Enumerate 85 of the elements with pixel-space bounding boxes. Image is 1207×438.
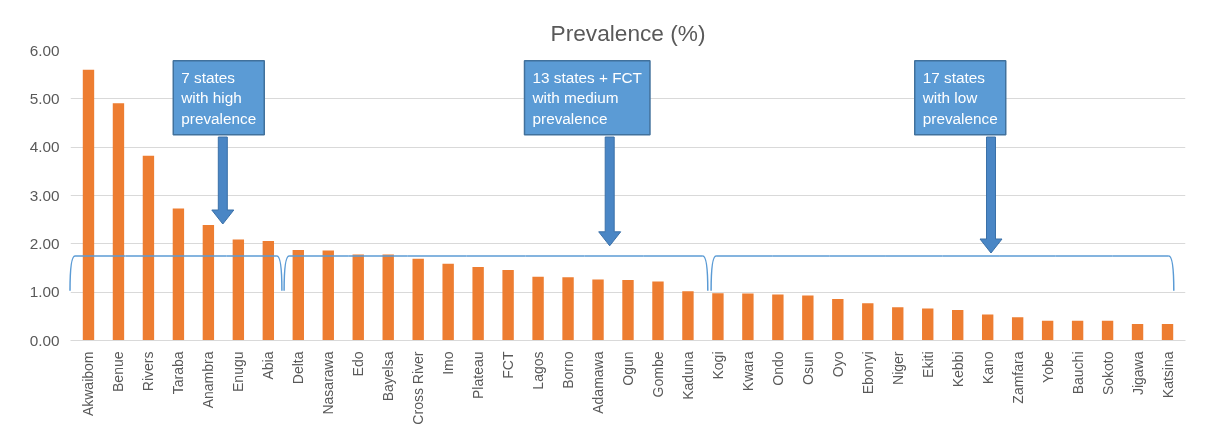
bar xyxy=(412,258,424,341)
x-tick-label: Nasarawa xyxy=(320,351,337,415)
bar xyxy=(952,310,964,341)
x-tick-label: FCT xyxy=(500,351,517,379)
bar xyxy=(981,314,994,341)
x-tick-label: Delta xyxy=(290,351,307,385)
y-tick-label: 3.00 xyxy=(29,186,60,204)
y-tick-label: 0.00 xyxy=(29,331,60,349)
bar xyxy=(562,277,574,341)
annotation: 17 states with low prevalence xyxy=(921,68,998,127)
bar xyxy=(1011,317,1024,341)
x-tick-label: Kebbi xyxy=(949,351,966,388)
bar xyxy=(112,103,125,341)
bar xyxy=(82,69,95,341)
x-tick-label: Rivers xyxy=(140,351,157,392)
bar xyxy=(502,269,514,341)
x-tick-label: Bauchi xyxy=(1069,351,1086,395)
x-tick-label: Cross River xyxy=(410,351,427,425)
x-tick-label: Adamawa xyxy=(590,351,607,414)
bar xyxy=(802,295,814,341)
annotation: 13 states + FCT with medium prevalence xyxy=(531,68,643,127)
bar xyxy=(142,155,155,341)
y-tick-label: 1.00 xyxy=(29,283,60,301)
x-tick-label: Kogi xyxy=(709,351,726,380)
x-tick-label: Zamfara xyxy=(1009,351,1026,404)
x-tick-label: Borno xyxy=(560,351,577,389)
bar xyxy=(322,250,334,341)
bar xyxy=(532,276,544,341)
x-tick-label: Lagos xyxy=(530,351,547,390)
y-tick-label: 5.00 xyxy=(29,89,60,107)
y-tick-label: 6.00 xyxy=(29,41,60,59)
annotation: 7 states with high prevalence xyxy=(180,68,257,127)
x-tick-label: Jigawa xyxy=(1129,351,1146,396)
bar xyxy=(172,208,185,341)
x-tick-label: Abia xyxy=(260,351,277,380)
x-tick-label: Enugu xyxy=(230,351,247,392)
x-tick-label: Katsina xyxy=(1159,351,1176,399)
x-tick-label: Niger xyxy=(889,351,906,385)
bar xyxy=(1101,320,1114,341)
x-tick-label: Osun xyxy=(799,351,816,385)
bar xyxy=(592,279,604,341)
x-tick-label: Oyo xyxy=(829,351,846,378)
bar xyxy=(352,254,364,341)
x-tick-label: Kwara xyxy=(739,351,756,392)
bar xyxy=(1161,324,1174,341)
bar xyxy=(202,224,215,341)
x-tick-label: Plateau xyxy=(470,351,487,399)
bar xyxy=(652,281,664,341)
x-tick-label: Bayelsa xyxy=(380,351,397,402)
x-tick-label: Akwaibom xyxy=(80,351,97,417)
bar xyxy=(832,298,844,341)
bar xyxy=(772,294,784,341)
x-tick-label: Ebonyi xyxy=(859,351,876,395)
x-tick-label: Benue xyxy=(110,351,127,392)
bar xyxy=(232,239,245,341)
bar xyxy=(862,303,874,341)
x-tick-label: Kano xyxy=(979,351,996,385)
bar xyxy=(742,293,754,341)
y-tick-label: 2.00 xyxy=(29,234,60,252)
x-tick-label: Yobe xyxy=(1039,351,1056,383)
bar xyxy=(1041,320,1054,341)
bar xyxy=(382,254,394,341)
x-tick-label: Ekiti xyxy=(919,351,936,378)
x-tick-label: Gombe xyxy=(649,351,666,398)
bar xyxy=(442,263,454,341)
x-tick-label: Imo xyxy=(440,351,457,375)
bar xyxy=(292,250,304,341)
y-tick-label: 4.00 xyxy=(29,138,60,156)
x-tick-label: Sokoto xyxy=(1099,351,1116,396)
bar xyxy=(1071,320,1084,341)
bar xyxy=(622,280,634,341)
bar xyxy=(1131,324,1144,341)
bar xyxy=(682,291,694,341)
x-tick-label: Anambra xyxy=(200,351,217,409)
bar xyxy=(922,308,934,341)
bar xyxy=(472,267,484,341)
bar xyxy=(262,240,275,341)
x-tick-label: Ondo xyxy=(769,351,786,386)
x-tick-label: Ogun xyxy=(620,351,636,386)
x-tick-label: Taraba xyxy=(170,351,187,395)
x-tick-label: Edo xyxy=(350,351,367,377)
bar xyxy=(892,307,904,341)
x-tick-label: Kaduna xyxy=(679,351,696,400)
bar xyxy=(712,293,724,341)
chart-title: Prevalence (%) xyxy=(550,19,706,46)
